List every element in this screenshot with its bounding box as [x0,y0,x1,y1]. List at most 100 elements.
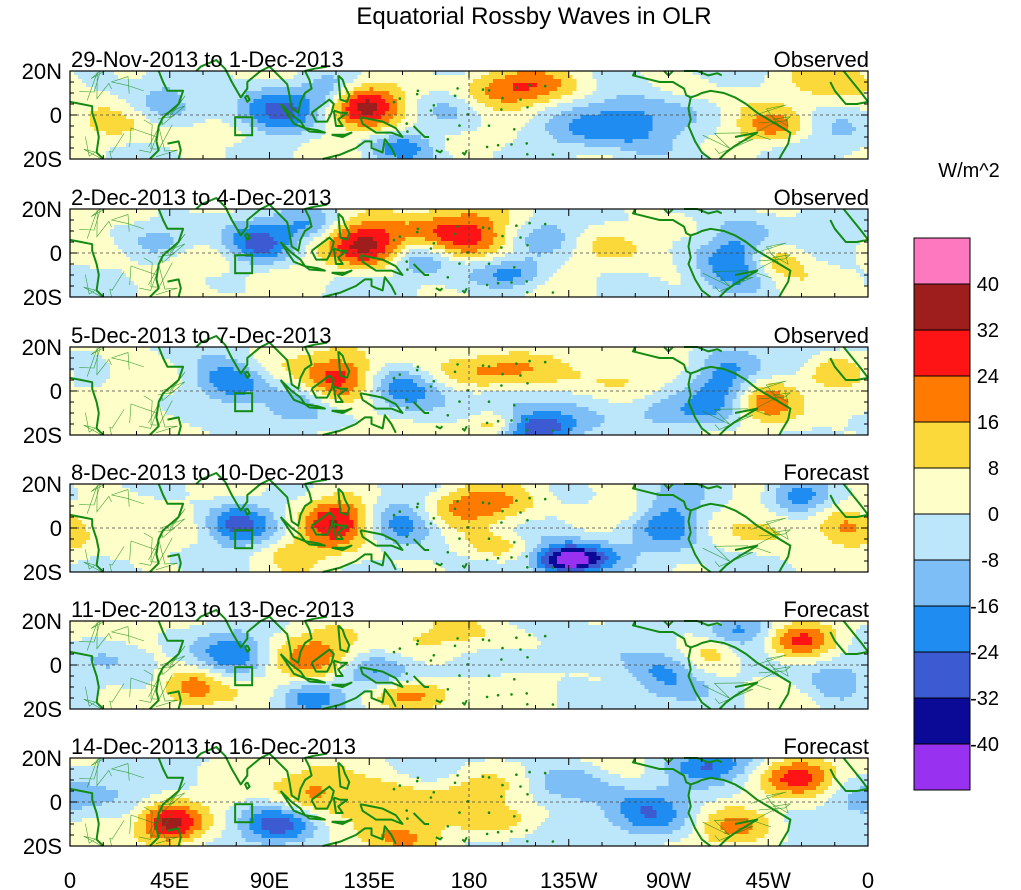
island-dot [551,291,555,294]
colorbar-box [913,329,971,377]
island-dot [519,648,522,651]
island-dot [510,419,513,422]
island-dot [432,517,436,520]
border-line [148,264,178,295]
island-dot [526,153,529,156]
y-tick-label: 20N [22,59,62,84]
x-tick-label: 180 [451,868,488,890]
coastline [310,785,335,810]
island-dot [481,226,485,229]
border-line [758,803,791,811]
coastline [359,116,404,138]
coastline [167,140,182,160]
island-dot [515,362,518,366]
y-tick-label: 0 [50,241,62,266]
island-dot [526,793,529,796]
island-dot [446,138,450,141]
island-dot [406,680,409,683]
coastline [69,650,105,710]
island-dot [543,222,547,226]
coastline [322,276,397,298]
island-dot [487,502,491,505]
coastline [332,385,349,403]
island-dot [526,566,529,569]
island-dot [543,84,547,88]
coastline [632,620,792,710]
border-line [157,782,186,807]
border-line [768,114,789,127]
coastline [359,254,404,276]
y-tick-label: 20S [23,285,62,310]
island-dot [405,122,409,125]
island-dot [429,247,433,250]
coastline [331,544,353,551]
coastline [359,803,404,825]
island-dot [551,703,555,706]
island-dot [501,96,504,100]
island-dot [406,130,409,133]
border-line [768,527,789,540]
border-line [129,403,157,429]
island-dot [405,260,409,263]
border-line [148,402,178,433]
coastline [244,781,251,790]
y-tick-label: 0 [50,103,62,128]
panel-kind-label: Forecast [783,734,869,759]
coastline [337,350,351,379]
border-line [86,484,112,514]
coastline [260,203,328,252]
island-dot [526,840,529,843]
island-dot [392,376,396,380]
coastline [435,287,444,292]
border-line [702,270,749,287]
island-dot [398,97,402,100]
coastline [244,644,251,653]
panel-1: 29-Nov-2013 to 1-Dec-2013 Observed 20N 0 20S [22,47,869,172]
coastline [310,236,335,261]
coastline [167,416,182,436]
coastline [842,346,869,379]
island-dot [406,543,409,546]
colorbar: W/m^2 40 32 24 16 8 0 -8 -16 -24 -32 -40 [913,160,1000,791]
island-dot [485,558,489,562]
border-line [129,677,157,703]
island-dot [481,88,485,91]
island-dot [526,382,529,385]
colorbar-box [913,375,971,423]
island-dot [405,398,409,401]
x-tick-label: 45W [746,868,791,890]
border-line [110,76,144,94]
coastline [412,401,430,414]
island-dot [487,400,491,404]
island-dot [515,86,518,89]
border-line [110,763,144,781]
island-dot [485,832,489,836]
island-dot [453,781,457,785]
border-line [702,682,749,699]
border-line [157,95,186,120]
island-dot [543,771,547,775]
island-dot [543,497,547,501]
island-dot [500,246,503,249]
island-dot [456,637,459,640]
island-dot [510,143,513,146]
colorbar-tick-label: 0 [988,504,999,526]
border-line [110,489,144,507]
island-dot [432,791,436,794]
coastline [829,357,869,381]
y-tick-label: 20N [22,746,62,771]
coastline [331,269,353,276]
island-dot [487,89,491,92]
coastline [359,529,404,551]
island-dot [501,509,504,513]
island-dot [528,221,531,225]
island-dot [528,83,531,87]
island-dot [392,650,396,654]
pacific-islands [392,633,555,706]
border-line [768,252,789,265]
coastline [260,65,328,114]
island-dot [526,656,529,659]
coastline [195,335,262,375]
coastline [842,483,869,516]
island-dot [481,501,485,504]
